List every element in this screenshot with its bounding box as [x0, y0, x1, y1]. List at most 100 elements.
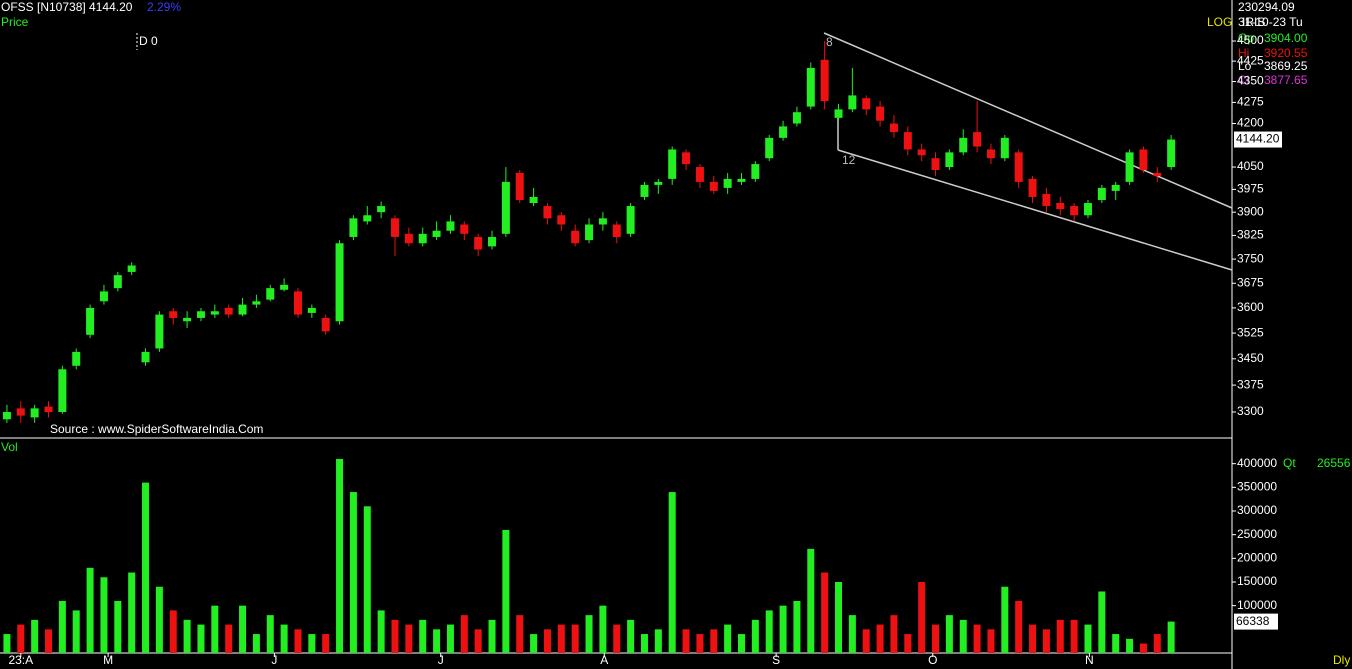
- volume-bar: [225, 624, 233, 653]
- volume-bar: [613, 624, 621, 653]
- volume-bar: [737, 634, 745, 653]
- candle-body: [709, 181, 718, 191]
- candle-body: [58, 369, 67, 412]
- volume-bar: [197, 624, 205, 653]
- candle-body: [903, 132, 912, 150]
- volume-bar: [1112, 634, 1120, 653]
- volume-bar: [142, 482, 150, 653]
- volume-bar: [890, 615, 898, 653]
- candle-body: [16, 408, 25, 416]
- candle-body: [30, 408, 39, 418]
- candle-body: [640, 184, 649, 197]
- x-tick-label: N: [1085, 653, 1094, 667]
- candle-body: [155, 314, 164, 349]
- volume-bar: [419, 619, 427, 653]
- candle-body: [557, 215, 566, 225]
- candle-body: [460, 224, 469, 234]
- candle-body: [307, 307, 316, 313]
- volume-bar: [169, 610, 177, 653]
- candle-body: [252, 301, 261, 305]
- volume-bar: [973, 624, 981, 653]
- candle-body: [349, 218, 358, 237]
- volume-bar: [405, 624, 413, 653]
- volume-bar: [1167, 621, 1175, 653]
- volume-bar: [821, 572, 829, 653]
- volume-bar: [391, 619, 399, 653]
- volume-tick-label: 100000: [1237, 598, 1277, 612]
- candle-body: [820, 59, 829, 101]
- x-tick-label: O: [928, 653, 937, 667]
- candle-body: [1056, 203, 1065, 210]
- trend-line: [823, 32, 1233, 209]
- y-tick-label: 3975: [1237, 182, 1264, 196]
- candle-body: [806, 67, 815, 107]
- volume-bar: [17, 624, 25, 653]
- candle-body: [543, 206, 552, 219]
- candle-body: [682, 152, 691, 165]
- candle-body: [779, 126, 788, 138]
- candle-body: [1028, 178, 1037, 197]
- volume-bar: [488, 619, 496, 653]
- candle-body: [1167, 139, 1176, 168]
- y-tick-label: 3300: [1237, 404, 1264, 418]
- last-price-label: 4144.20: [1236, 132, 1280, 146]
- volume-bar: [128, 572, 136, 653]
- candle-body: [1125, 152, 1134, 182]
- info-date: 31-10-23 Tu: [1238, 15, 1303, 29]
- volume-bar: [904, 634, 912, 653]
- volume-bar: [1084, 624, 1092, 653]
- volume-bar: [987, 629, 995, 653]
- info-volume: 230294.09: [1238, 0, 1295, 14]
- volume-bar: [710, 629, 718, 653]
- candle-body: [391, 218, 399, 237]
- candle-body: [792, 112, 801, 124]
- x-tick-label: 23:A: [8, 653, 33, 667]
- y-tick-label: 3825: [1237, 228, 1264, 242]
- y-tick-label: 3900: [1237, 204, 1264, 218]
- candle-body: [917, 149, 926, 156]
- candle-body: [529, 196, 538, 204]
- info-label: Op: [1238, 31, 1254, 45]
- trend-label: 8: [826, 35, 833, 49]
- candle-body: [598, 218, 607, 225]
- candle-body: [1014, 152, 1023, 182]
- candle-body: [293, 291, 302, 315]
- candle-body: [931, 158, 940, 170]
- candle-body: [695, 167, 704, 182]
- volume-bar: [1098, 591, 1106, 653]
- candle-body: [626, 206, 635, 234]
- candle-body: [612, 224, 621, 237]
- volume-bar: [779, 605, 787, 653]
- candle-body: [1000, 137, 1009, 159]
- info-value: 3920.55: [1264, 46, 1308, 60]
- volume-bar: [571, 624, 579, 653]
- candle-body: [335, 243, 344, 322]
- volume-bar: [835, 582, 843, 653]
- volume-bar: [807, 548, 815, 653]
- volume-bar: [654, 629, 662, 653]
- candle-body: [432, 230, 441, 237]
- volume-bar: [862, 629, 870, 653]
- volume-bar: [114, 600, 122, 653]
- last-volume-box: [1234, 613, 1278, 630]
- candle-body: [2, 411, 11, 420]
- change: 2.29%: [147, 0, 181, 14]
- candle-body: [654, 181, 663, 185]
- volume-bar: [58, 600, 66, 653]
- volume-tick-label: 200000: [1237, 551, 1277, 565]
- candle-body: [834, 109, 843, 118]
- x-tick-label: J: [438, 653, 444, 667]
- candle-body: [668, 149, 677, 179]
- trend-label: 12: [842, 153, 856, 167]
- quantity: 26556: [1317, 456, 1351, 470]
- candle-body: [488, 236, 497, 247]
- period: Dly: [1333, 653, 1350, 667]
- quantity-label: Qt: [1283, 456, 1296, 470]
- candle-body: [1083, 203, 1092, 216]
- y-tick-label: 4425: [1237, 53, 1264, 67]
- volume-bar: [100, 577, 108, 653]
- volume-bar: [724, 624, 732, 653]
- scale-label: LOG: [1207, 15, 1232, 29]
- candle-body: [1139, 149, 1148, 170]
